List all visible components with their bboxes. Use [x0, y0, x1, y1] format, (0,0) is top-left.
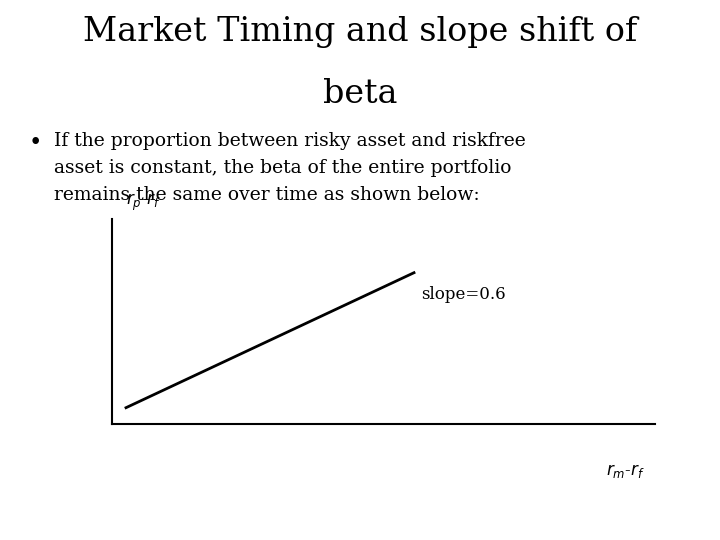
Text: asset is constant, the beta of the entire portfolio: asset is constant, the beta of the entir…	[54, 159, 511, 177]
Text: Market Timing and slope shift of: Market Timing and slope shift of	[83, 16, 637, 48]
Text: slope=0.6: slope=0.6	[421, 286, 506, 303]
Text: remains the same over time as shown below:: remains the same over time as shown belo…	[54, 186, 480, 204]
Text: $r_m$-$r_f$: $r_m$-$r_f$	[606, 462, 644, 480]
Text: beta: beta	[323, 78, 397, 110]
Text: $r_p$-$r_f$: $r_p$-$r_f$	[126, 192, 161, 213]
Text: •: •	[29, 132, 42, 154]
Text: If the proportion between risky asset and riskfree: If the proportion between risky asset an…	[54, 132, 526, 150]
